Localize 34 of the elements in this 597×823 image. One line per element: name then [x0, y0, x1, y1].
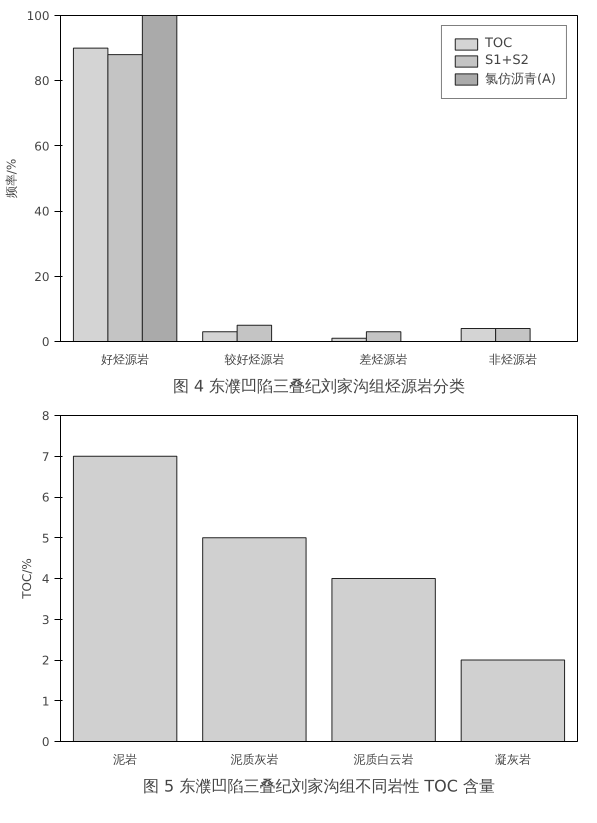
x-tick-label: 好烃源岩: [101, 352, 150, 366]
y-tick-label: 7: [42, 450, 50, 464]
y-tick-label: 2: [42, 654, 50, 668]
y-axis-title: TOC/%: [20, 558, 34, 600]
bar: [460, 660, 566, 742]
legend-label: TOC: [484, 36, 512, 51]
bar: [202, 537, 307, 742]
legend-label: S1+S2: [484, 53, 529, 68]
x-tick-label: 凝灰岩: [494, 752, 531, 766]
x-tick-label: 差烃源岩: [360, 352, 408, 366]
y-tick-label: 4: [42, 572, 50, 586]
y-tick-label: 60: [34, 139, 50, 154]
y-tick-label: 20: [34, 270, 50, 284]
y-tick-label: 1: [42, 694, 50, 708]
bar: [72, 456, 178, 742]
y-tick-label: 100: [26, 9, 50, 23]
y-tick-label: 0: [42, 335, 50, 349]
y-tick-label: 8: [42, 409, 50, 423]
x-tick-label: 泥质灰岩: [230, 752, 278, 766]
x-tick-label: 非烃源岩: [488, 352, 537, 366]
y-tick-label: 80: [34, 74, 50, 88]
y-tick-label: 3: [42, 612, 50, 627]
caption: 图 5 东濮凹陷三叠纪刘家沟组不同岩性 TOC 含量: [142, 776, 496, 796]
y-tick-label: 0: [42, 735, 50, 749]
y-axis-title: 频率/%: [4, 158, 19, 198]
x-tick-label: 泥岩: [113, 752, 138, 766]
bar: [331, 578, 436, 742]
y-tick-label: 40: [34, 204, 50, 219]
y-tick-label: 5: [42, 531, 50, 546]
caption: 图 4 东濮凹陷三叠纪刘家沟组烃源岩分类: [172, 376, 466, 396]
x-tick-label: 泥质白云岩: [354, 752, 414, 766]
y-tick-label: 6: [42, 490, 50, 504]
x-tick-label: 较好烃源岩: [224, 352, 284, 366]
legend-label: 氯仿沥青(A): [484, 71, 556, 88]
